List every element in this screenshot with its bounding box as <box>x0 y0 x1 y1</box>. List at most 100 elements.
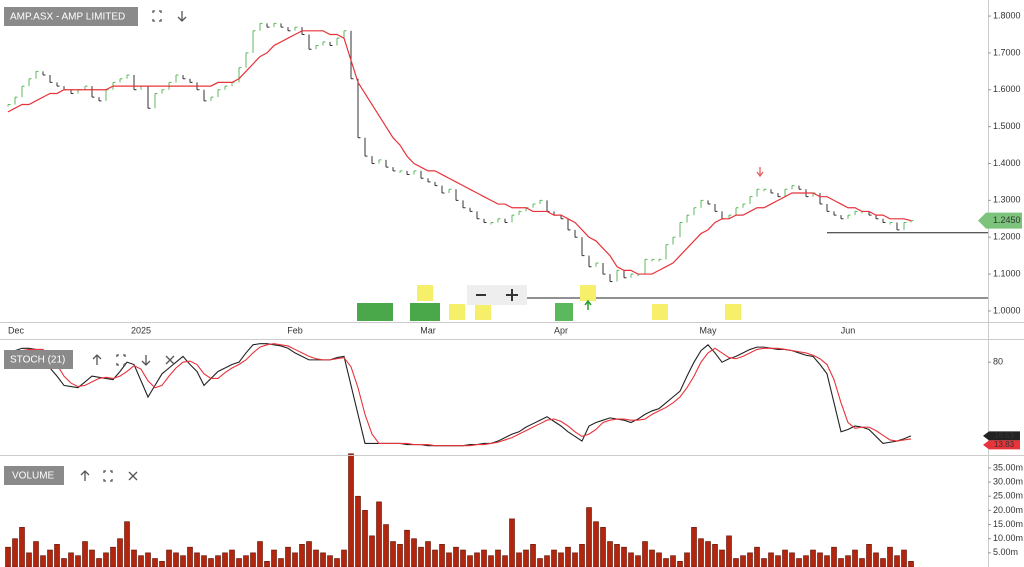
down-icon[interactable] <box>141 355 151 366</box>
panel-title: VOLUME <box>12 471 55 482</box>
y-tick-label: 15.00m <box>993 519 1023 529</box>
price-bar <box>602 263 606 275</box>
volume-bar <box>831 546 837 567</box>
price-bar <box>336 37 340 46</box>
sell-arrow <box>756 167 764 178</box>
price-bar <box>28 78 32 87</box>
price-bar <box>784 188 788 197</box>
volume-bar <box>733 558 739 567</box>
price-bar <box>364 137 368 157</box>
note[interactable] <box>652 304 668 320</box>
price-bar <box>889 221 893 225</box>
price-bar <box>385 159 389 168</box>
price-bar <box>595 262 599 267</box>
price-bar <box>350 30 354 80</box>
zoom-in[interactable] <box>506 289 518 301</box>
expand-icon[interactable] <box>103 470 113 482</box>
volume-bar <box>264 561 270 567</box>
moving-average <box>7 30 912 275</box>
stoch-line <box>7 343 912 447</box>
price-bar <box>42 71 46 76</box>
volume-bar <box>705 541 711 567</box>
volume-bar <box>390 541 396 567</box>
volume-bar <box>600 527 606 567</box>
expand-icon[interactable] <box>152 10 162 22</box>
volume-bar <box>551 549 557 567</box>
price-bar <box>854 210 858 216</box>
volume-bar <box>866 544 872 567</box>
price-bar <box>427 178 431 183</box>
price-bar <box>511 214 515 223</box>
price-bar <box>406 170 410 176</box>
price-bar <box>273 22 277 28</box>
y-tick-label: 1.5000 <box>993 121 1021 131</box>
down-icon[interactable] <box>177 11 187 22</box>
volume-bar <box>684 552 690 567</box>
price-bar <box>98 97 102 102</box>
volume-bar <box>852 549 858 567</box>
x-tick-label: Apr <box>554 325 568 335</box>
volume-bar <box>138 555 144 567</box>
volume-bar <box>327 555 333 567</box>
axis-layer: Dec 2025 Feb Mar Apr May Jun 1.0000 1.1000 1.2000… <box>8 10 1023 557</box>
volume-bar <box>677 561 683 567</box>
price-bar <box>686 214 690 223</box>
price-bar <box>623 270 627 279</box>
price-bar <box>84 85 88 90</box>
volume-bar <box>418 546 424 567</box>
price-bar <box>266 23 270 28</box>
y-tick-label: 1.4000 <box>993 158 1021 168</box>
volume-bar <box>614 544 620 567</box>
price-bar <box>763 188 767 192</box>
volume-bar <box>880 558 886 567</box>
y-tick-label: 20.00m <box>993 505 1023 515</box>
up-icon[interactable] <box>80 470 90 481</box>
price-bar <box>287 27 291 32</box>
volume-bar <box>698 538 704 567</box>
volume-bar <box>474 552 480 567</box>
volume-bar <box>894 555 900 567</box>
price-bar <box>609 274 613 282</box>
price-bar <box>574 229 578 238</box>
price-bar <box>469 207 473 212</box>
price-bar <box>35 70 39 79</box>
note[interactable] <box>417 285 433 301</box>
price-bar <box>672 236 676 245</box>
volume-bar <box>404 529 410 567</box>
note[interactable] <box>449 304 465 320</box>
volume-bar <box>453 546 459 567</box>
volume-bar <box>131 549 137 567</box>
y-tick-label: 10.00m <box>993 533 1023 543</box>
note[interactable] <box>475 304 491 320</box>
price-bar <box>567 218 571 231</box>
close-icon[interactable] <box>165 355 175 365</box>
price-bar <box>644 258 648 275</box>
y-tick-label: 1.1000 <box>993 268 1021 278</box>
price-bar <box>693 207 697 216</box>
price-bar <box>133 75 137 91</box>
note[interactable] <box>580 285 596 301</box>
note[interactable] <box>725 304 741 320</box>
up-icon[interactable] <box>92 354 102 365</box>
title-box <box>4 350 73 369</box>
plot-layer <box>5 22 988 567</box>
volume-bar <box>96 558 102 567</box>
marker <box>357 303 393 321</box>
volume-bar <box>761 558 767 567</box>
volume-bar <box>180 555 186 567</box>
note-markers <box>417 285 741 320</box>
price-bar <box>343 30 347 39</box>
volume-bar <box>425 541 431 567</box>
volume-bar <box>649 549 655 567</box>
price-bar <box>399 170 403 173</box>
last-price-label: 1.2450 <box>993 215 1021 225</box>
volume-bar <box>719 549 725 567</box>
close-icon[interactable] <box>128 471 138 481</box>
volume-bar <box>838 558 844 567</box>
price-bar <box>714 204 718 212</box>
price-bar <box>21 85 25 98</box>
price-bar <box>70 89 74 94</box>
volume-bar <box>19 527 25 567</box>
expand-icon[interactable] <box>116 354 126 366</box>
